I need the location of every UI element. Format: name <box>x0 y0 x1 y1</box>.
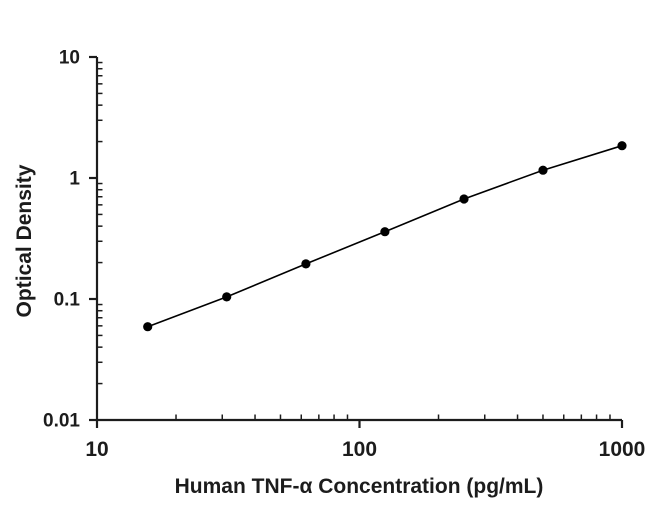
data-point-marker <box>380 227 390 237</box>
y-tick-label: 10 <box>59 48 80 69</box>
y-tick-label: 1 <box>69 169 80 190</box>
data-point-marker <box>538 165 548 175</box>
axes-lines <box>95 57 622 422</box>
data-point-marker <box>301 259 311 269</box>
x-tick-label: 100 <box>342 438 377 461</box>
y-tick-label: 0.1 <box>54 290 81 311</box>
data-point-marker <box>143 322 153 332</box>
data-point-marker <box>459 194 469 204</box>
data-point-marker <box>222 292 232 302</box>
y-tick-label: 0.01 <box>43 411 80 432</box>
y-axis-title: Optical Density <box>13 164 36 318</box>
data-point-marker <box>617 141 627 151</box>
x-tick-label: 1000 <box>599 438 646 461</box>
x-axis-title: Human TNF-α Concentration (pg/mL) <box>174 475 544 498</box>
x-tick-label: 10 <box>85 438 108 461</box>
